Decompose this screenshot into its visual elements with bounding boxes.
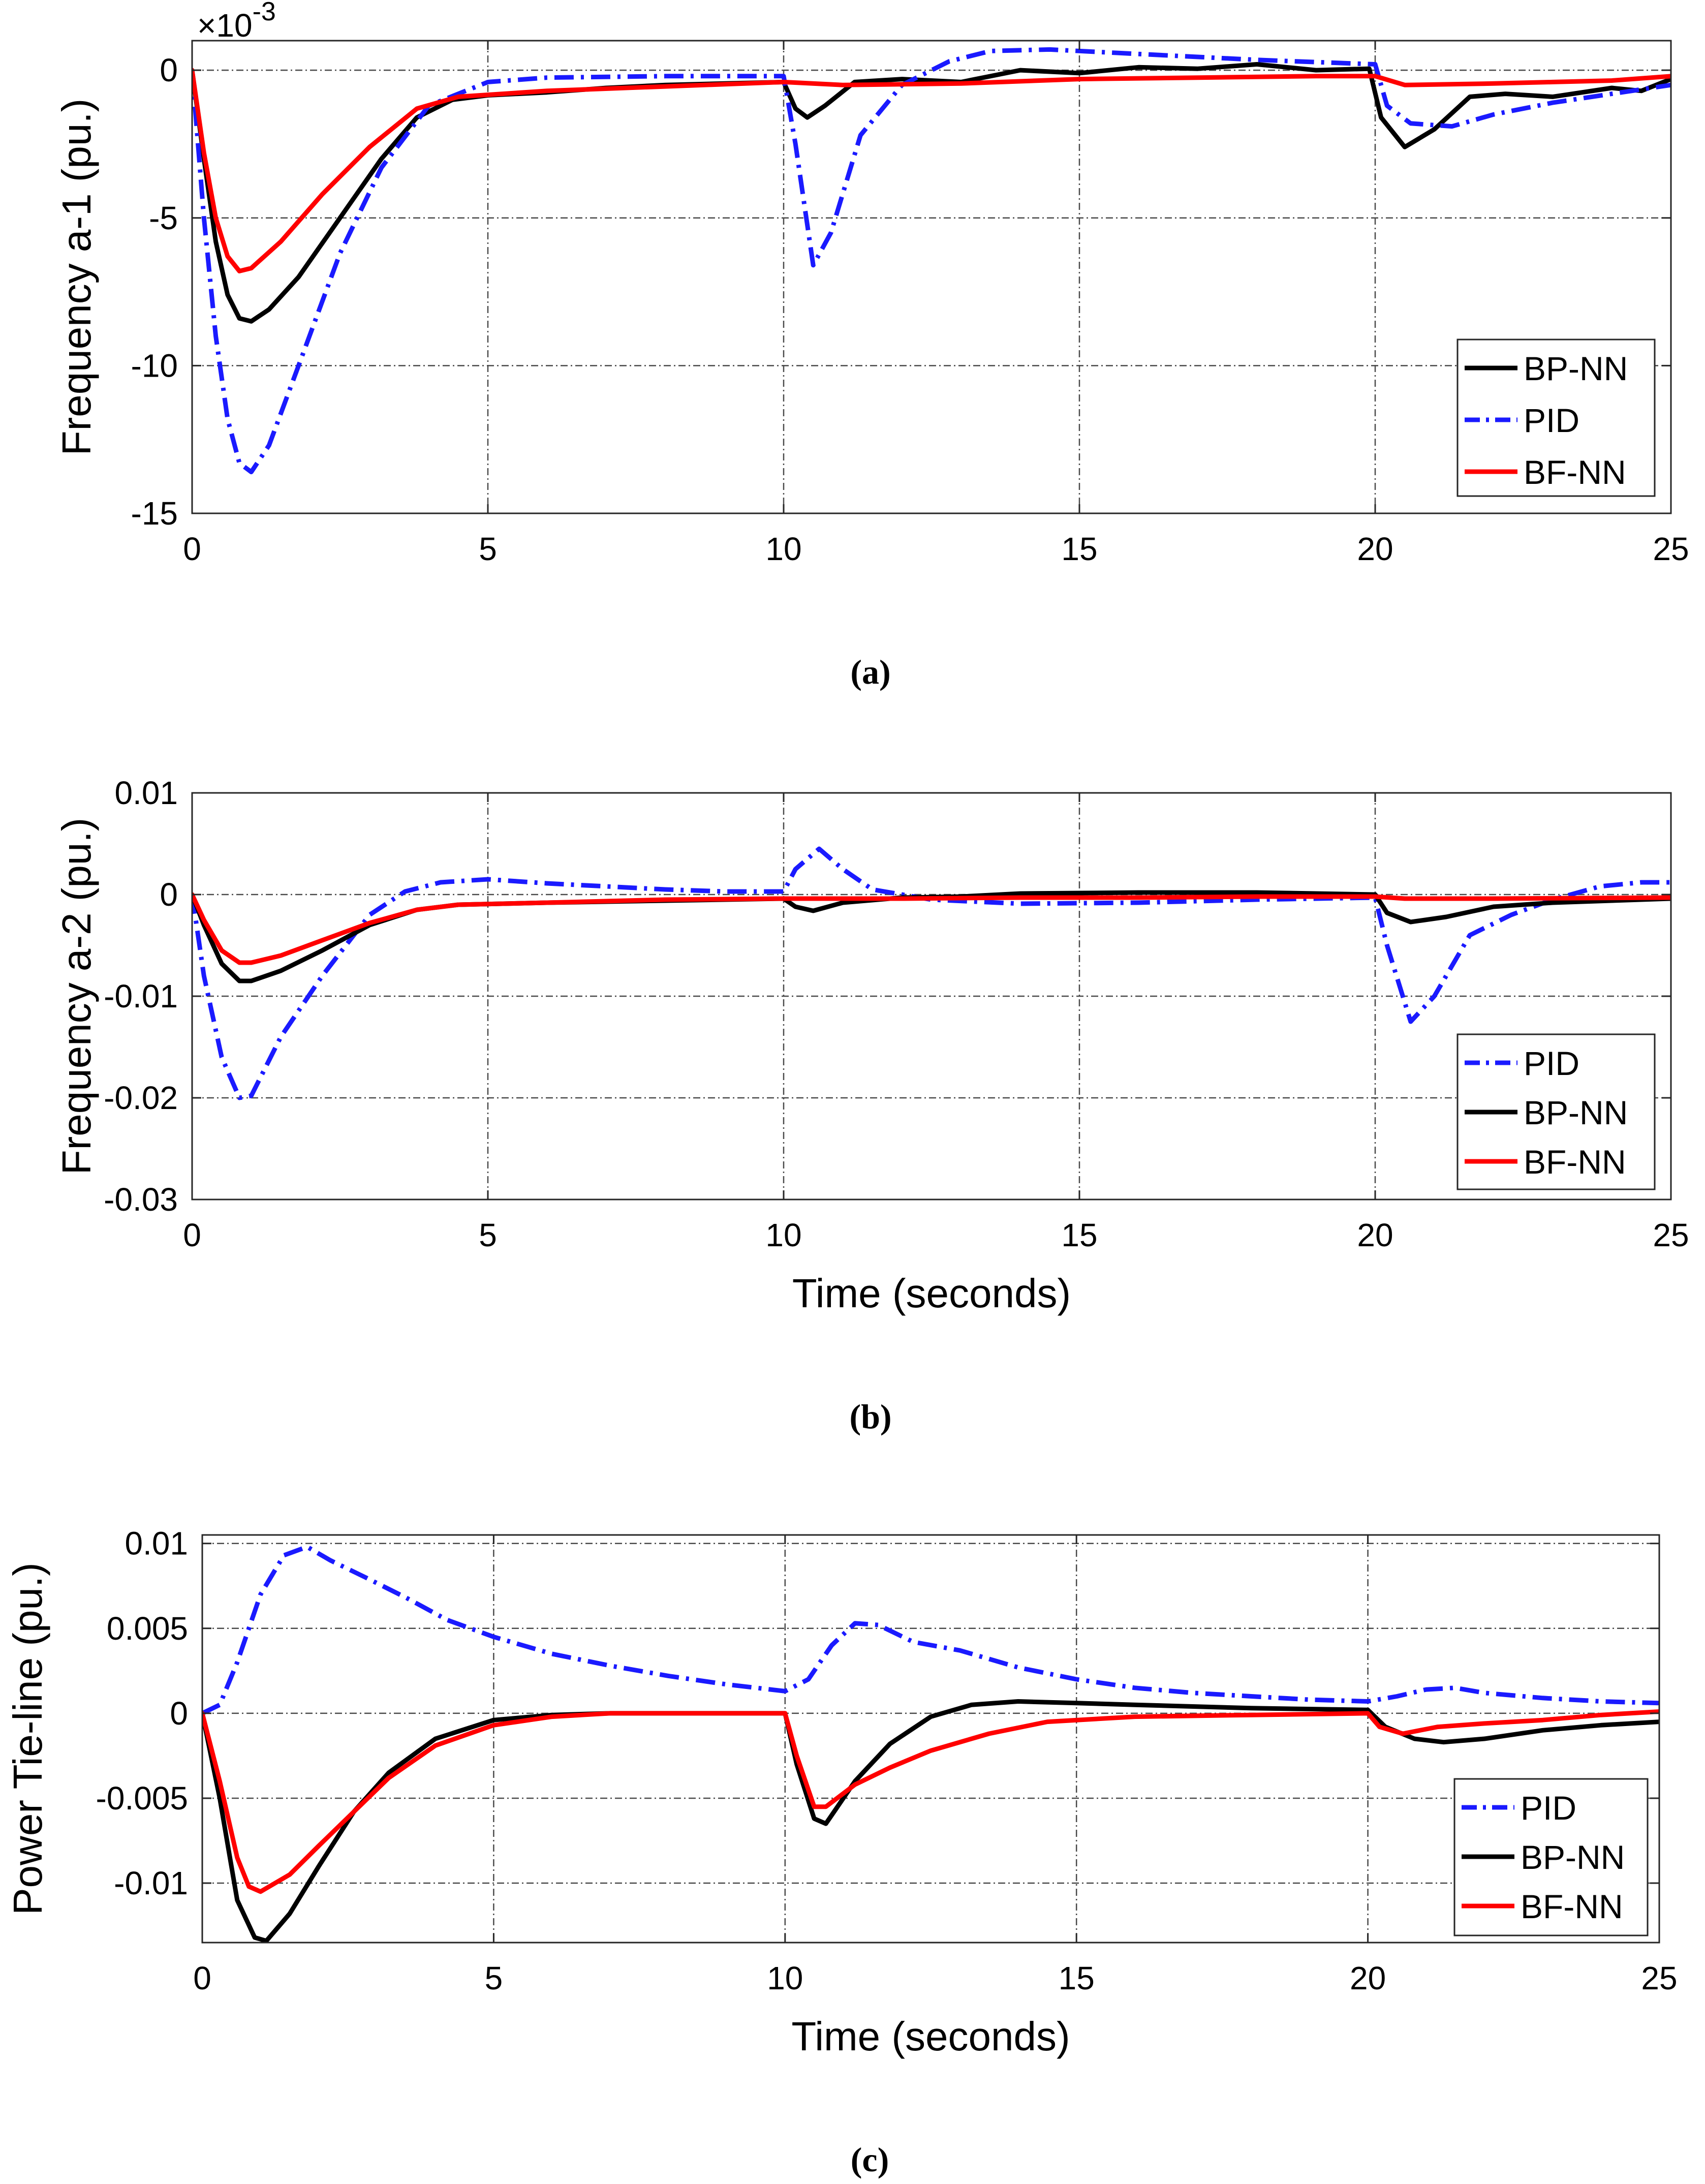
y-axis-label: Frequency a-2 (pu.) — [54, 818, 99, 1175]
y-tick-label: -0.005 — [96, 1780, 188, 1817]
y-axis-label: Power Tie-line (pu.) — [5, 1562, 50, 1915]
y-tick-label: 0 — [170, 1695, 188, 1732]
legend-entry: BF-NN — [1524, 453, 1626, 491]
panel-caption: (a) — [850, 653, 890, 691]
series-line-pid — [192, 47, 1671, 475]
series-line-pid — [192, 846, 1671, 1100]
series-line-bp-nn — [192, 890, 1671, 983]
legend-entry: BF-NN — [1524, 1143, 1626, 1181]
x-tick-label: 5 — [479, 531, 497, 567]
y-tick-label: -0.01 — [114, 1865, 188, 1901]
x-tick-label: 5 — [479, 1217, 497, 1253]
x-tick-label: 0 — [183, 531, 201, 567]
series-line-bf-nn — [192, 68, 1671, 273]
x-tick-label: 25 — [1653, 531, 1689, 567]
y-tick-label: -0.01 — [104, 978, 178, 1014]
series-line-bp-nn — [202, 1699, 1659, 1943]
x-axis-label: Time (seconds) — [791, 2014, 1070, 2059]
legend-entry: PID — [1524, 402, 1579, 439]
panel-caption: (b) — [849, 1397, 891, 1436]
y-axis-label: Frequency a-1 (pu.) — [54, 99, 99, 456]
x-tick-label: 20 — [1357, 531, 1393, 567]
legend-entry: BP-NN — [1524, 350, 1628, 387]
x-tick-label: 15 — [1059, 1960, 1095, 1996]
x-axis-label: Time (seconds) — [792, 1271, 1071, 1316]
x-tick-label: 20 — [1350, 1960, 1386, 1996]
panel-caption: (c) — [851, 2140, 889, 2179]
y-tick-label: 0 — [160, 52, 178, 88]
legend-entry: PID — [1524, 1044, 1579, 1082]
x-tick-label: 20 — [1357, 1217, 1393, 1253]
y-tick-label: -5 — [149, 200, 178, 236]
x-tick-label: 25 — [1641, 1960, 1677, 1996]
y-tick-label: -0.02 — [104, 1080, 178, 1116]
y-tick-label: -10 — [131, 347, 178, 384]
series-line-bf-nn — [202, 1709, 1659, 1894]
y-tick-label: 0.01 — [114, 775, 178, 811]
exponent-power: -3 — [253, 0, 276, 26]
series-line-pid — [202, 1544, 1659, 1715]
x-tick-label: 25 — [1653, 1217, 1689, 1253]
y-tick-label: -15 — [131, 495, 178, 532]
legend: PID BP-NN BF-NN — [1453, 1778, 1649, 1936]
legend-entry: PID — [1521, 1789, 1576, 1827]
x-tick-label: 10 — [765, 531, 801, 567]
y-tick-label: -0.03 — [104, 1181, 178, 1218]
exponent-base: ×10 — [197, 7, 253, 44]
legend: PID BP-NN BF-NN — [1456, 1033, 1656, 1190]
y-tick-label: 0.005 — [107, 1610, 188, 1647]
y-tick-label: 0 — [160, 876, 178, 913]
x-tick-label: 5 — [485, 1960, 503, 1996]
y-axis-exponent: ×10-3 — [197, 0, 276, 44]
chart-panel-c: 0 5 10 15 20 25 0.01 0.005 0 -0.005 -0.01 Power Tie… — [5, 1525, 1678, 2179]
legend-entry: BF-NN — [1521, 1888, 1623, 1925]
plot-frame — [191, 40, 1672, 514]
series-line-bp-nn — [192, 62, 1671, 324]
x-tick-label: 15 — [1061, 531, 1097, 567]
legend-entry: BP-NN — [1521, 1838, 1625, 1876]
legend-entry: BP-NN — [1524, 1094, 1628, 1131]
x-tick-label: 10 — [765, 1217, 801, 1253]
chart-panel-b: 0 5 10 15 20 25 0.01 0 -0.01 -0.02 -0.03Frequency … — [54, 775, 1689, 1436]
legend: BP-NN PID BF-NN — [1456, 339, 1656, 497]
x-tick-label: 0 — [183, 1217, 201, 1253]
x-tick-label: 10 — [767, 1960, 803, 1996]
plot-frame — [201, 1534, 1660, 1944]
x-tick-label: 0 — [193, 1960, 211, 1996]
series-line-bf-nn — [192, 892, 1671, 965]
chart-panel-a: 0 5 10 15 20 25 0 -5 -10 -15 ×10-3 Frequency a-1 (p… — [54, 0, 1689, 691]
y-tick-label: 0.01 — [125, 1525, 188, 1562]
x-tick-label: 15 — [1061, 1217, 1097, 1253]
